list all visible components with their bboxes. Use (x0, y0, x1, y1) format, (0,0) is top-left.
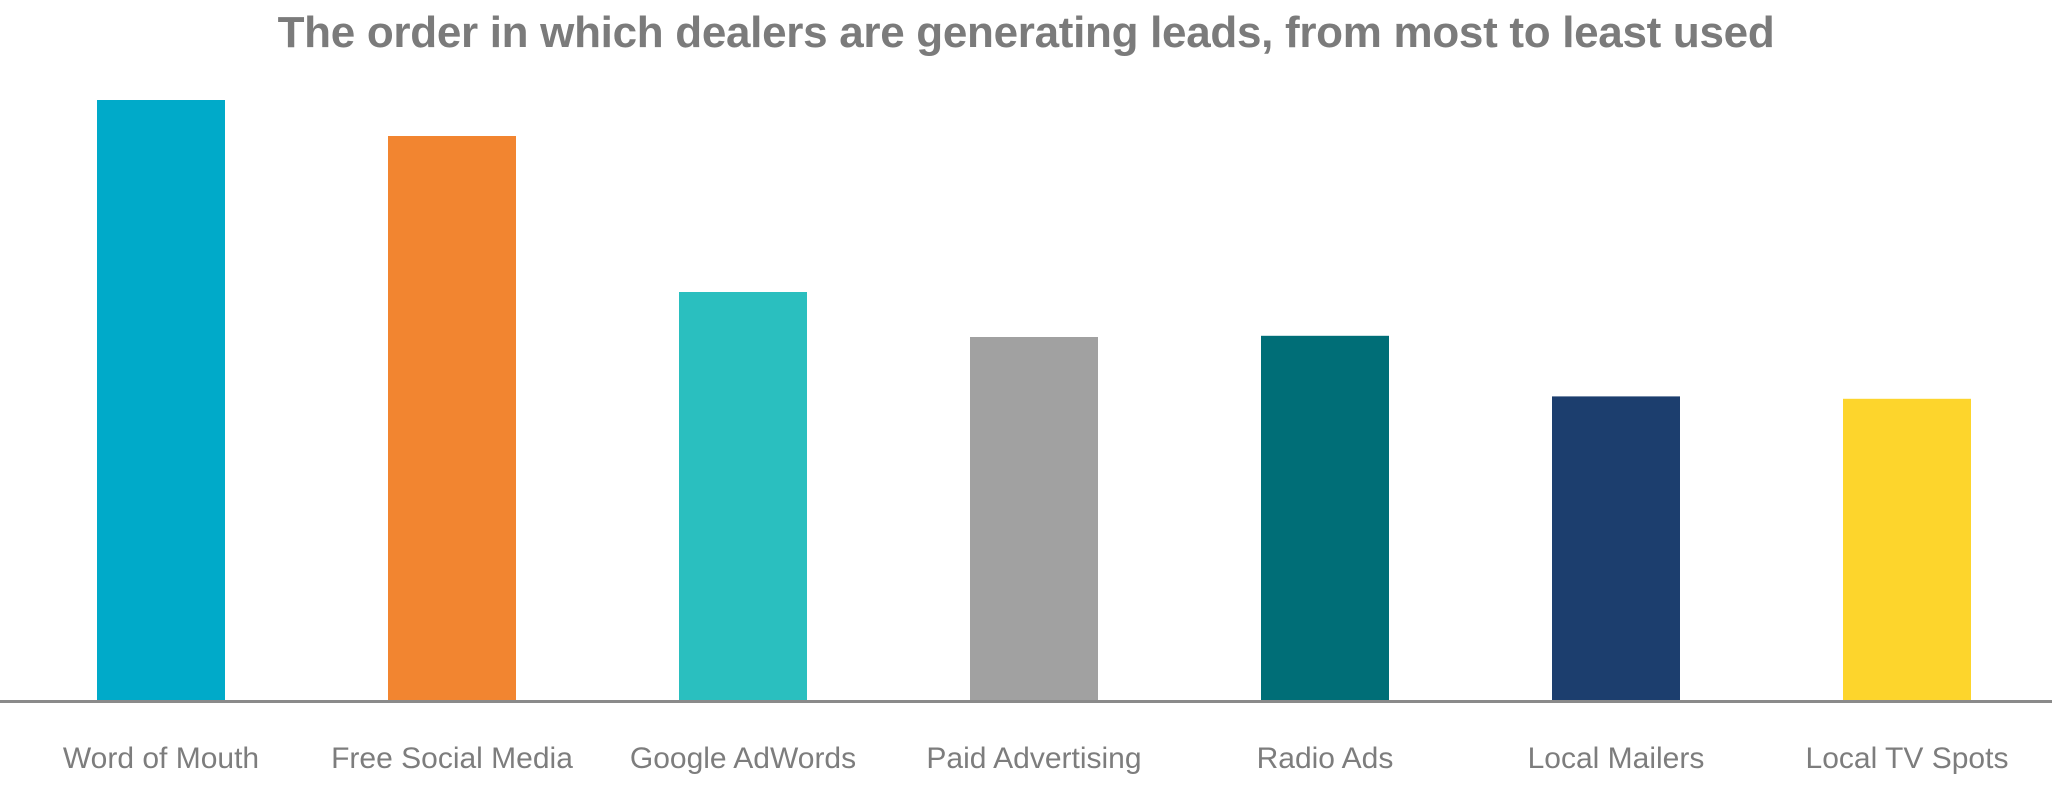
chart-title: The order in which dealers are generatin… (277, 8, 1775, 57)
bar-local-tv-spots (1843, 398, 1971, 700)
bar-word-of-mouth (97, 100, 225, 700)
bar-paid-advertising (970, 337, 1098, 700)
x-tick-label: Google AdWords (630, 742, 856, 775)
bar-google-adwords (679, 292, 807, 700)
bar-free-social-media (388, 136, 516, 700)
bar-radio-ads (1261, 335, 1389, 700)
x-tick-label: Word of Mouth (63, 742, 259, 775)
x-tick-label: Local Mailers (1528, 742, 1705, 775)
bar-local-mailers (1552, 396, 1680, 700)
x-tick-label: Local TV Spots (1806, 742, 2009, 775)
x-tick-label: Radio Ads (1257, 742, 1394, 775)
x-tick-label: Free Social Media (331, 742, 573, 775)
x-tick-label: Paid Advertising (926, 742, 1141, 775)
